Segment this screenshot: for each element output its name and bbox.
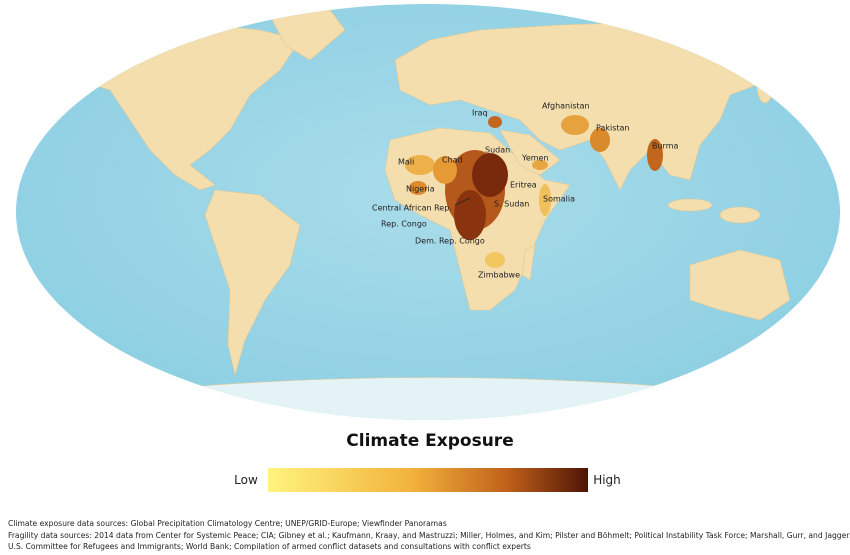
legend-high: High <box>593 473 621 487</box>
country-label: Iraq <box>472 109 488 118</box>
source-note: Fragility data sources: 2014 data from C… <box>8 531 850 540</box>
leader-line <box>454 197 471 206</box>
country-label: Central African Rep. <box>372 204 452 213</box>
exposure-hotspots <box>405 115 663 268</box>
country-label: Zimbabwe <box>478 271 520 280</box>
country-label: S. Sudan <box>494 200 529 209</box>
legend-low: Low <box>234 473 258 487</box>
country-labels: Iraq Afghanistan Pakistan Mali Chad Sudan Yeme… <box>372 102 679 280</box>
country-label: Sudan <box>485 146 510 155</box>
country-label: Yemen <box>521 154 549 163</box>
source-note: U.S. Committee for Refugees and Immigran… <box>8 542 531 551</box>
country-label: Eritrea <box>510 181 537 190</box>
source-note: Climate exposure data sources: Global Pr… <box>8 519 447 528</box>
legend-gradient <box>268 468 588 492</box>
country-label: Afghanistan <box>542 102 590 111</box>
country-label: Nigeria <box>406 185 435 194</box>
legend-title: Climate Exposure <box>346 431 513 451</box>
country-label: Rep. Congo <box>381 220 427 229</box>
country-label: Dem. Rep. Congo <box>415 237 485 246</box>
country-label: Pakistan <box>596 124 630 133</box>
country-label: Burma <box>652 142 679 151</box>
country-label: Somalia <box>543 195 575 204</box>
country-label: Mali <box>398 158 414 167</box>
country-label: Chad <box>442 156 463 165</box>
